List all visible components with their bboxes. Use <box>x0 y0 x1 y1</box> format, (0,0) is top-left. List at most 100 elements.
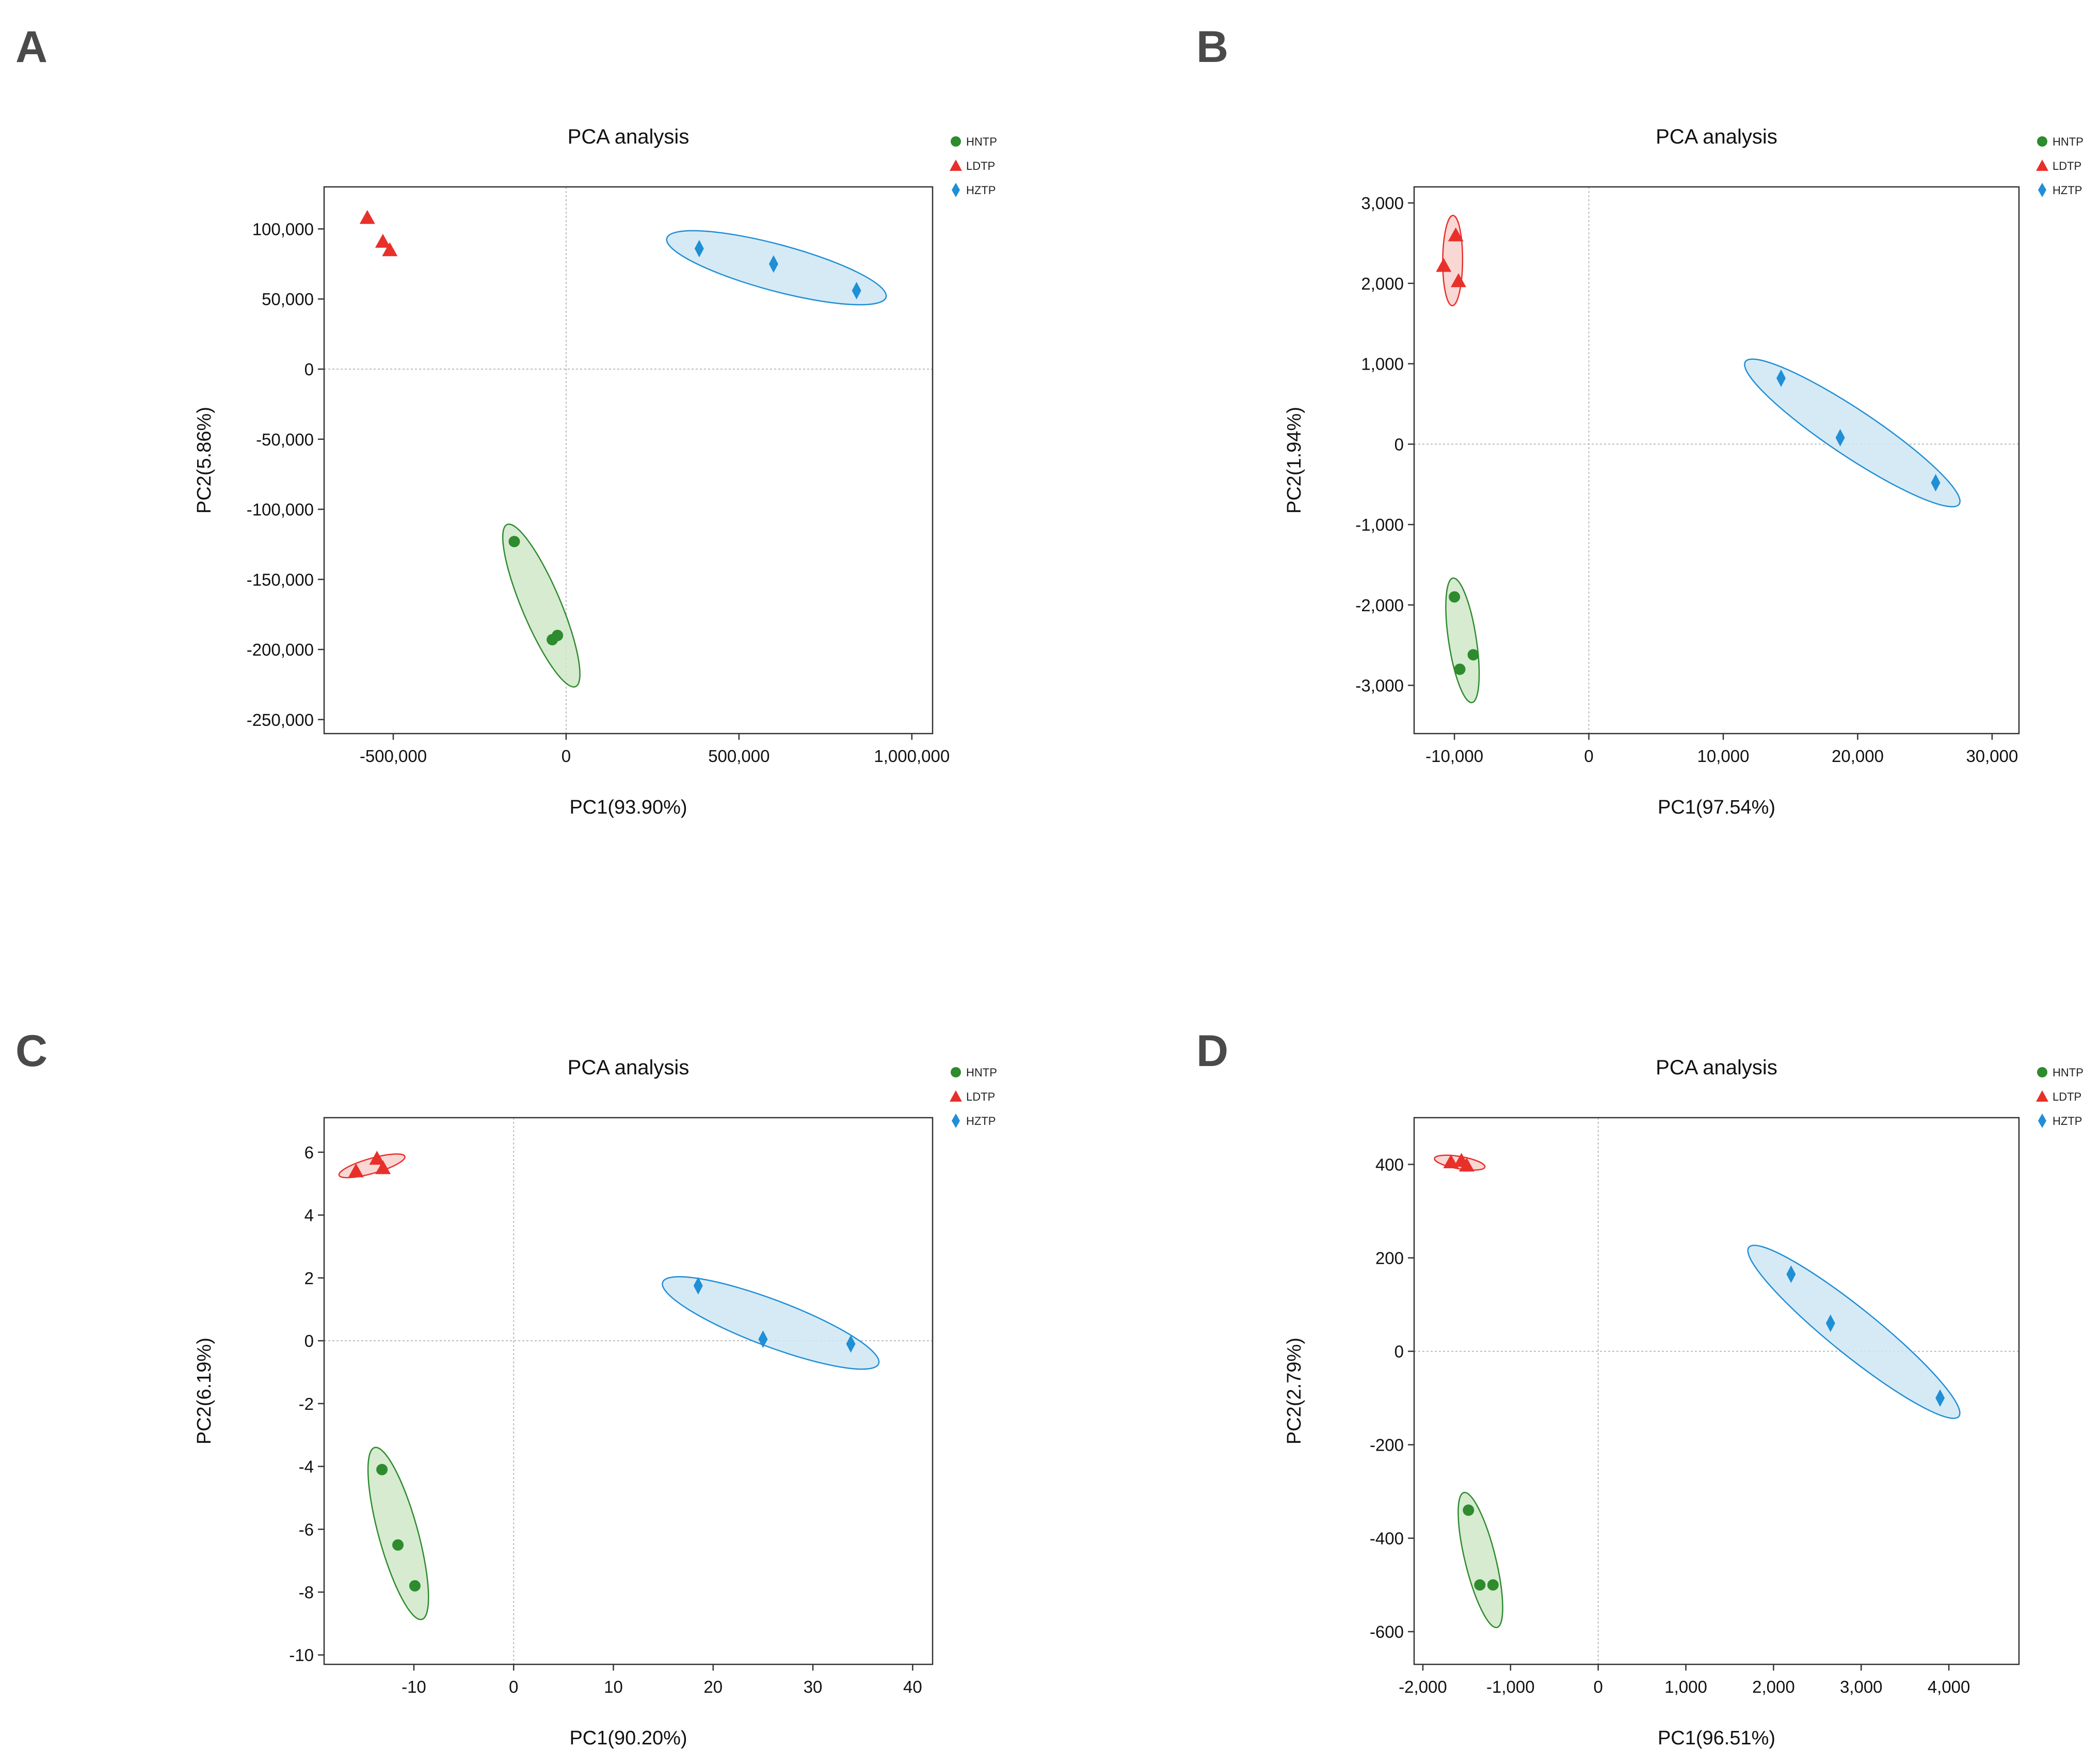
legend-label: HZTP <box>2053 184 2082 197</box>
legend-marker <box>2037 1067 2047 1077</box>
legend-label: LDTP <box>2053 160 2081 172</box>
legend-item-hntp: HNTP <box>951 135 997 148</box>
panel-letter: A <box>15 22 47 72</box>
legend-item-hztp: HZTP <box>952 183 996 197</box>
legend-item-hztp: HZTP <box>2038 183 2082 197</box>
data-point <box>758 1330 768 1348</box>
data-point <box>693 1277 703 1295</box>
legend-label: HZTP <box>2053 1115 2082 1127</box>
legend-label: HNTP <box>966 135 997 148</box>
panel-letter: D <box>1196 1026 1228 1076</box>
x-tick-label: 2,000 <box>1752 1677 1795 1696</box>
data-point <box>768 255 778 273</box>
plot-frame <box>323 186 934 735</box>
panel-d: D PCA analysis -2,000 -1,000 0 1,000 2,000 3,00… <box>1196 1026 2083 1749</box>
data-point <box>1450 273 1466 288</box>
legend-label: HNTP <box>2053 1066 2083 1079</box>
y-tick-label: -10 <box>289 1646 314 1665</box>
legend-marker <box>952 183 960 197</box>
data-point <box>1786 1265 1796 1283</box>
y-axis-title: PC2(5.86%) <box>194 407 215 514</box>
x-tick-label: -500,000 <box>360 746 427 766</box>
x-axis-title: PC1(93.90%) <box>569 797 687 818</box>
legend-label: HZTP <box>966 184 996 197</box>
x-tick-label: 1,000 <box>1664 1677 1707 1696</box>
x-tick-label: 40 <box>903 1677 922 1696</box>
series-hztp <box>666 230 887 306</box>
data-point <box>369 1151 385 1165</box>
data-point <box>1454 663 1466 675</box>
legend-item-ldtp: LDTP <box>2036 1090 2081 1103</box>
confidence-ellipse-hntp <box>502 523 581 688</box>
data-point <box>1436 258 1452 272</box>
confidence-ellipse-hntp <box>1457 1491 1503 1628</box>
series-hntp <box>502 523 581 688</box>
data-point <box>1463 1504 1474 1516</box>
y-tick-label: -1,000 <box>1355 515 1404 534</box>
data-point <box>852 281 861 299</box>
legend-label: LDTP <box>966 1090 995 1103</box>
x-tick-label: -2,000 <box>1399 1677 1447 1696</box>
series-ldtp <box>338 1151 406 1179</box>
y-tick-label: 0 <box>304 1331 314 1350</box>
legend-item-ldtp: LDTP <box>950 160 995 172</box>
data-point <box>694 240 704 258</box>
y-tick-label: 1,000 <box>1361 355 1404 374</box>
y-tick-label: 0 <box>304 360 314 379</box>
plot-frame <box>1413 186 2020 735</box>
data-point <box>552 629 564 641</box>
series-hztp <box>1747 1245 1961 1419</box>
legend-label: LDTP <box>2053 1090 2081 1103</box>
confidence-ellipse-ldtp <box>1442 215 1464 307</box>
data-point <box>1835 428 1845 447</box>
x-tick-label: 0 <box>509 1677 518 1696</box>
series-hntp <box>367 1447 429 1620</box>
panel-b: B PCA analysis -10,000 0 10,000 20,000 30,000 3… <box>1196 22 2083 818</box>
data-point <box>1474 1579 1486 1591</box>
y-tick-label: -4 <box>299 1457 314 1476</box>
legend-marker <box>2038 1114 2046 1128</box>
legend-item-hntp: HNTP <box>951 1066 997 1079</box>
legend-marker <box>950 160 962 171</box>
series-ldtp <box>1436 215 1466 307</box>
x-tick-label: -10 <box>402 1677 426 1696</box>
confidence-ellipse-hztp <box>1747 1245 1961 1419</box>
data-point <box>1458 1157 1474 1172</box>
y-tick-label: 100,000 <box>252 219 314 239</box>
data-point <box>1776 369 1786 387</box>
y-axis-title: PC2(1.94%) <box>1284 407 1305 514</box>
legend-item-ldtp: LDTP <box>2036 160 2081 172</box>
legend-item-ldtp: LDTP <box>950 1090 995 1103</box>
x-tick-label: -10,000 <box>1425 746 1483 766</box>
y-tick-label: -250,000 <box>247 710 314 729</box>
y-tick-label: -200 <box>1370 1436 1404 1455</box>
y-tick-label: -100,000 <box>247 500 314 519</box>
x-axis-title: PC1(97.54%) <box>1658 797 1775 818</box>
x-tick-label: 0 <box>562 746 571 766</box>
y-tick-label: 400 <box>1375 1155 1404 1174</box>
legend-marker <box>2036 160 2048 171</box>
y-tick-label: -6 <box>299 1520 314 1539</box>
x-tick-label: 0 <box>1594 1677 1603 1696</box>
series-ldtp <box>1434 1153 1486 1172</box>
panel-a: A PCA analysis -500,000 0 500,000 1,000,000 10… <box>15 22 997 818</box>
legend-label: HNTP <box>966 1066 997 1079</box>
legend-marker <box>951 136 961 147</box>
data-point <box>1931 474 1941 492</box>
x-tick-label: 10,000 <box>1697 746 1750 766</box>
plot-frame <box>323 1117 934 1665</box>
y-tick-label: 4 <box>304 1206 314 1225</box>
legend-marker <box>2037 136 2047 147</box>
panel-letter: B <box>1196 22 1228 72</box>
legend-marker <box>952 1114 960 1128</box>
legend-item-hntp: HNTP <box>2037 1066 2083 1079</box>
x-tick-label: 500,000 <box>708 746 770 766</box>
data-point <box>1935 1389 1945 1407</box>
data-point <box>382 242 398 257</box>
y-tick-label: -2 <box>299 1394 314 1413</box>
chart-title: PCA analysis <box>568 125 690 148</box>
legend-label: HZTP <box>966 1115 996 1127</box>
plot-frame <box>1413 1117 2020 1665</box>
series-hztp <box>662 1276 880 1370</box>
chart-title: PCA analysis <box>1656 125 1777 148</box>
